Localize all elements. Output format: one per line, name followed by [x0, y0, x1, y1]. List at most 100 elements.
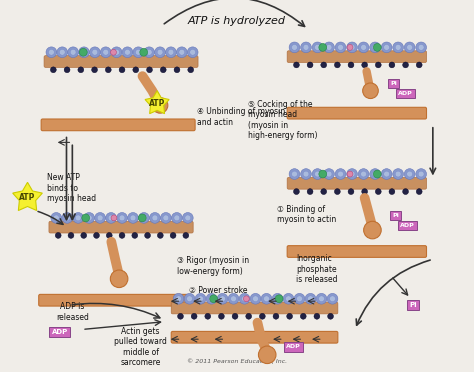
Text: ② Power stroke: ② Power stroke	[189, 286, 248, 295]
Text: ADP: ADP	[398, 91, 413, 96]
Circle shape	[381, 169, 392, 179]
Text: ③ Rigor (myosin in
low-energy form): ③ Rigor (myosin in low-energy form)	[177, 256, 249, 276]
Circle shape	[95, 212, 105, 223]
Circle shape	[264, 296, 269, 302]
Circle shape	[319, 296, 324, 302]
Circle shape	[54, 215, 59, 221]
Circle shape	[73, 212, 83, 223]
Circle shape	[301, 313, 306, 319]
Circle shape	[361, 171, 366, 177]
Circle shape	[246, 313, 252, 319]
Circle shape	[172, 212, 182, 223]
Circle shape	[150, 212, 160, 223]
Circle shape	[174, 67, 180, 73]
Circle shape	[168, 49, 174, 55]
Circle shape	[105, 67, 111, 73]
Circle shape	[133, 47, 144, 58]
Circle shape	[209, 296, 214, 302]
Circle shape	[59, 49, 65, 55]
Circle shape	[174, 215, 180, 221]
Circle shape	[372, 171, 378, 177]
Circle shape	[297, 296, 302, 302]
Circle shape	[272, 294, 283, 304]
Text: Pi: Pi	[391, 81, 397, 86]
Circle shape	[50, 67, 56, 73]
Circle shape	[228, 294, 239, 304]
Circle shape	[64, 215, 70, 221]
Circle shape	[321, 62, 327, 68]
Circle shape	[244, 296, 249, 302]
Text: ADP: ADP	[286, 344, 301, 350]
Text: ④ Unbinding of myosin
and actin: ④ Unbinding of myosin and actin	[197, 108, 285, 127]
Circle shape	[301, 169, 311, 179]
Circle shape	[289, 42, 300, 53]
Circle shape	[337, 45, 344, 50]
Circle shape	[175, 296, 182, 302]
Circle shape	[383, 171, 390, 177]
Circle shape	[416, 62, 422, 68]
Circle shape	[326, 45, 332, 50]
Circle shape	[57, 47, 68, 58]
Circle shape	[407, 171, 412, 177]
Circle shape	[389, 189, 395, 195]
Circle shape	[370, 42, 381, 53]
Circle shape	[163, 215, 169, 221]
Circle shape	[111, 215, 117, 221]
Text: Pi: Pi	[392, 213, 399, 218]
Circle shape	[273, 313, 279, 319]
Circle shape	[335, 169, 346, 179]
Circle shape	[374, 170, 381, 178]
Circle shape	[157, 232, 163, 238]
Circle shape	[80, 48, 87, 56]
Circle shape	[128, 212, 138, 223]
Circle shape	[395, 45, 401, 50]
Polygon shape	[145, 91, 169, 114]
Circle shape	[170, 232, 176, 238]
Circle shape	[178, 313, 183, 319]
Circle shape	[362, 62, 367, 68]
Circle shape	[86, 215, 92, 221]
Circle shape	[48, 49, 55, 55]
Circle shape	[389, 62, 395, 68]
Circle shape	[346, 42, 357, 53]
Circle shape	[308, 296, 313, 302]
Circle shape	[348, 189, 354, 195]
Text: ⑤ Cocking of the
myosin head
(myosin in
high-energy form): ⑤ Cocking of the myosin head (myosin in …	[248, 100, 317, 140]
Circle shape	[402, 189, 409, 195]
Circle shape	[383, 45, 390, 50]
Circle shape	[285, 296, 292, 302]
Circle shape	[146, 49, 152, 55]
Circle shape	[393, 169, 403, 179]
Circle shape	[93, 232, 100, 238]
Circle shape	[349, 45, 355, 50]
Circle shape	[346, 169, 357, 179]
Circle shape	[114, 49, 119, 55]
Circle shape	[165, 47, 176, 58]
Circle shape	[51, 212, 62, 223]
Circle shape	[312, 42, 323, 53]
Circle shape	[418, 45, 424, 50]
Circle shape	[232, 313, 238, 319]
Circle shape	[184, 294, 195, 304]
Circle shape	[294, 294, 305, 304]
Circle shape	[132, 232, 138, 238]
Circle shape	[84, 212, 94, 223]
Circle shape	[210, 295, 218, 303]
FancyBboxPatch shape	[287, 246, 427, 257]
FancyBboxPatch shape	[39, 294, 188, 306]
Circle shape	[283, 294, 294, 304]
Text: ① Binding of
myosin to actin: ① Binding of myosin to actin	[277, 205, 336, 224]
Circle shape	[55, 232, 61, 238]
Circle shape	[92, 49, 98, 55]
Circle shape	[68, 232, 74, 238]
Circle shape	[110, 49, 117, 55]
Circle shape	[407, 45, 412, 50]
Text: Pi: Pi	[410, 302, 417, 308]
Circle shape	[416, 42, 427, 53]
Circle shape	[348, 62, 354, 68]
Circle shape	[416, 189, 422, 195]
Circle shape	[416, 169, 427, 179]
Circle shape	[106, 232, 112, 238]
Circle shape	[335, 62, 340, 68]
Circle shape	[362, 189, 367, 195]
